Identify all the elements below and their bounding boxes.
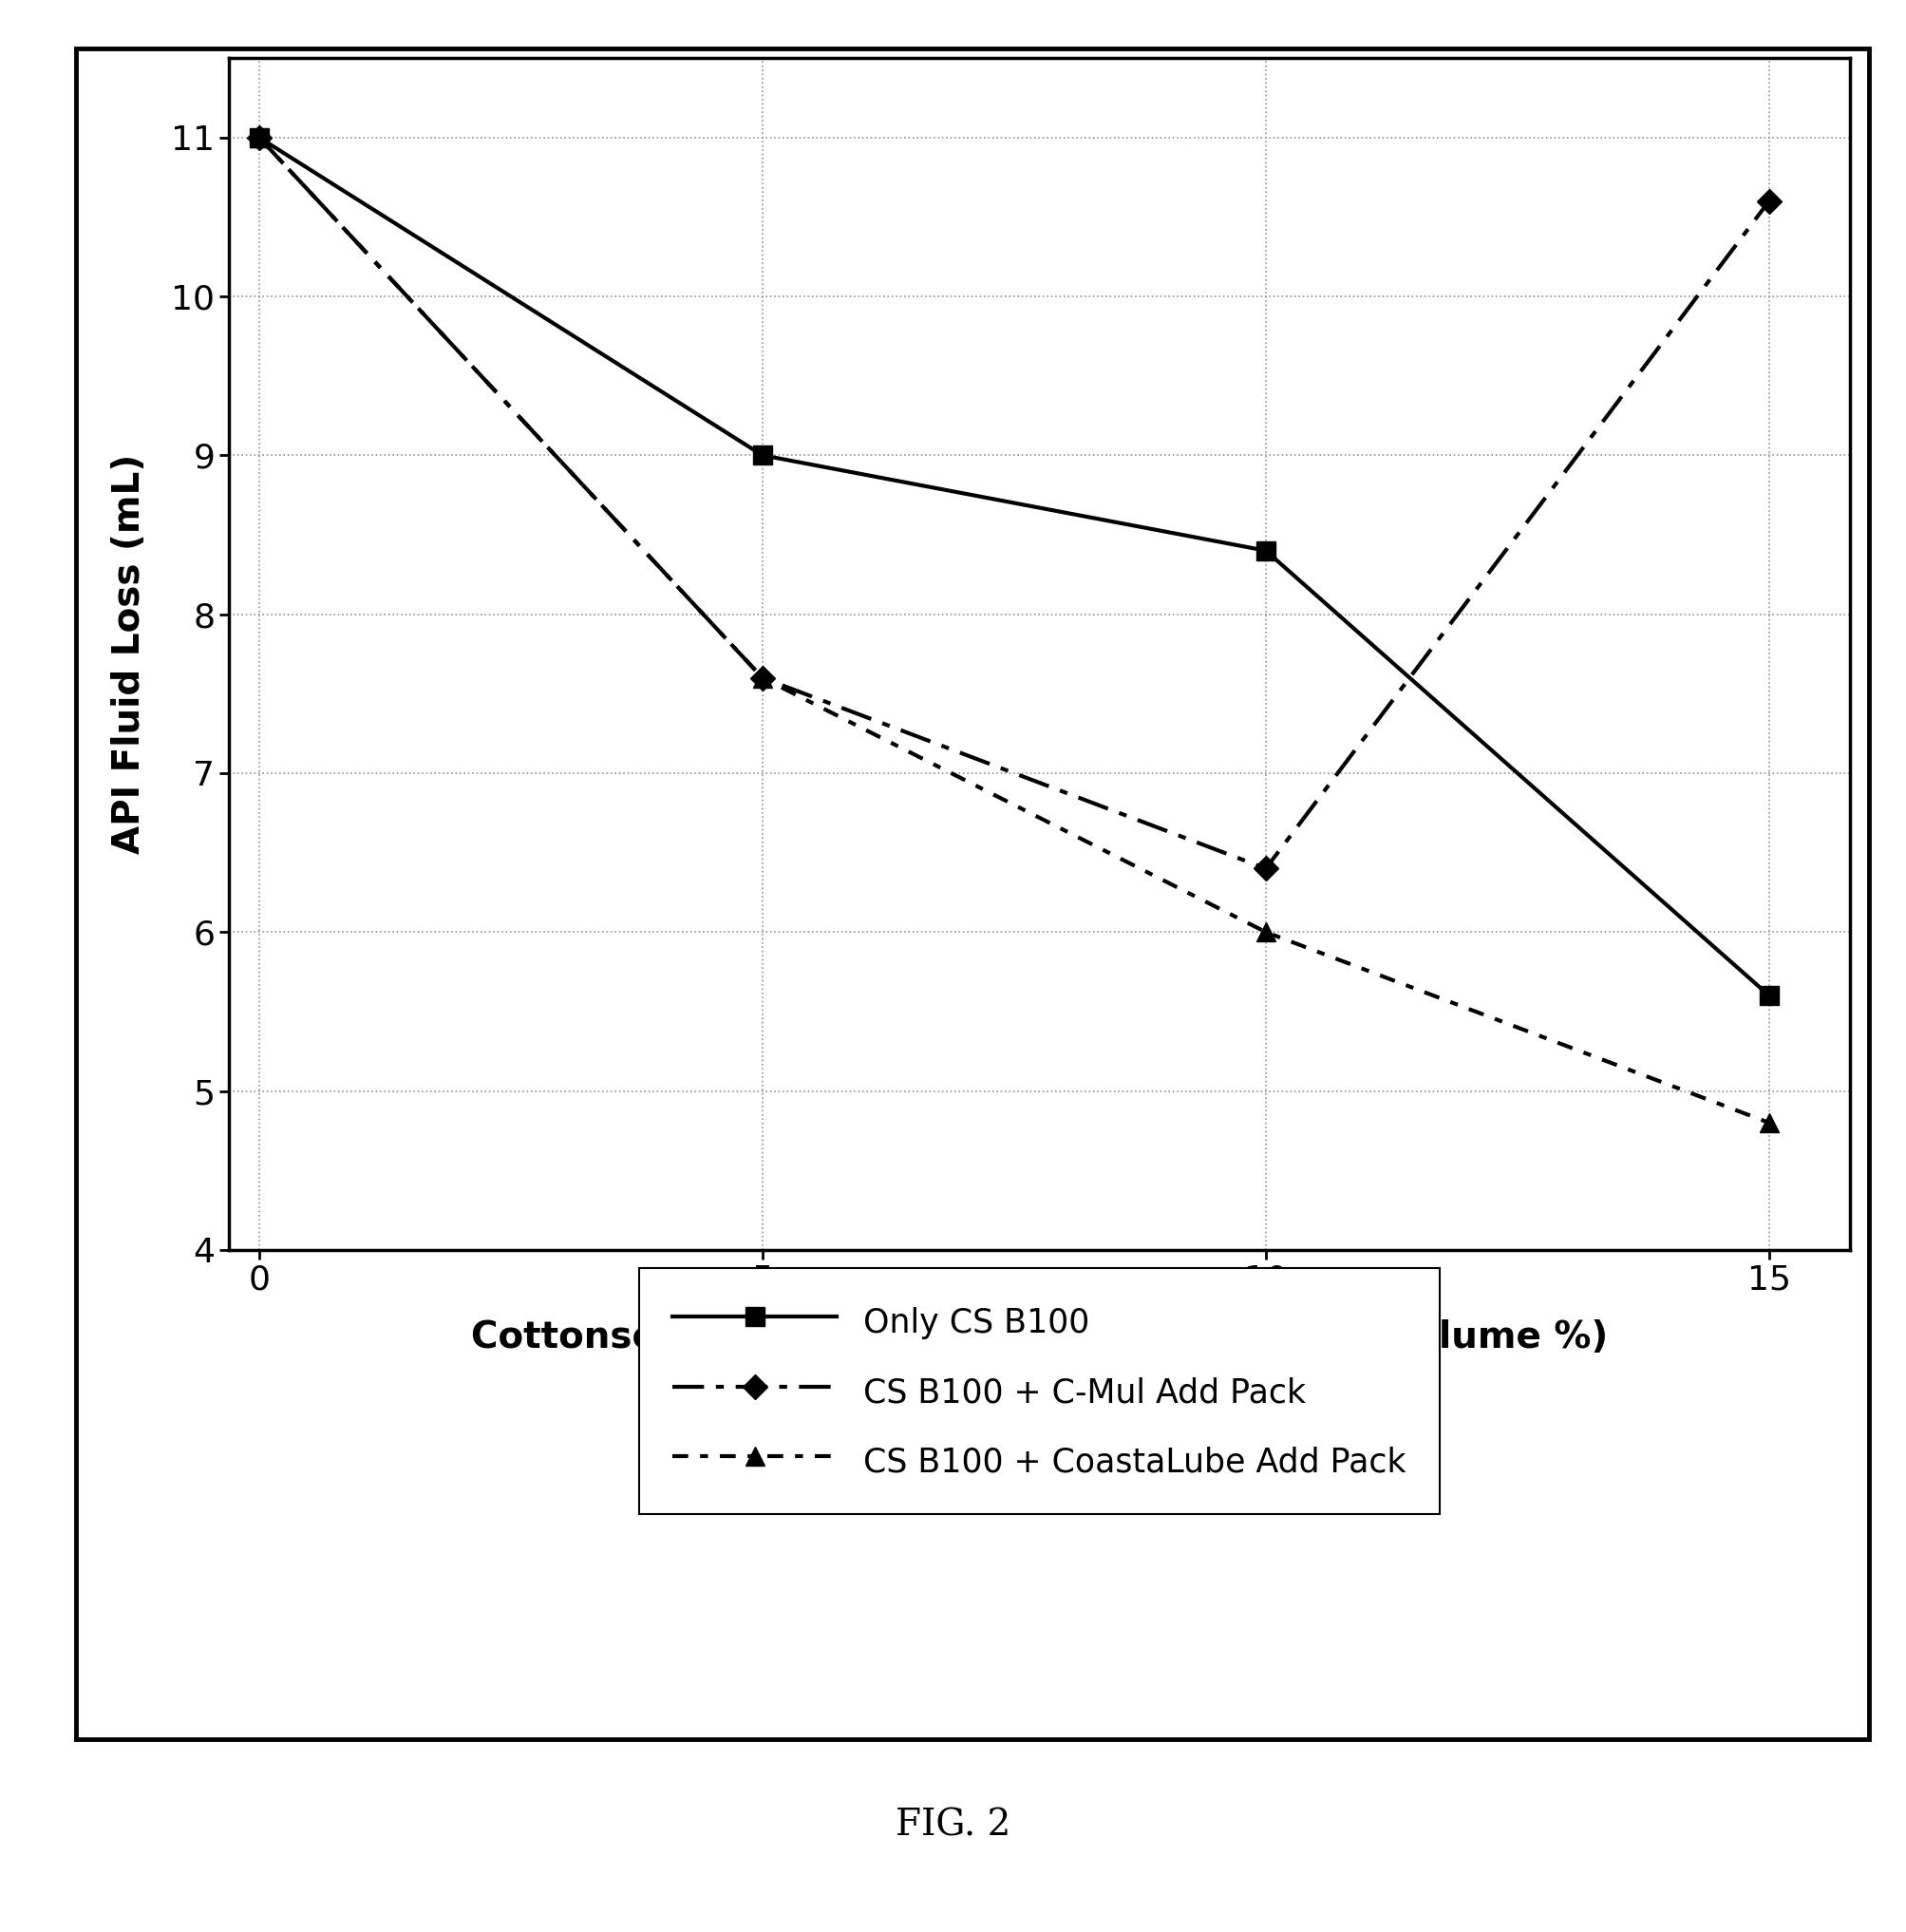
X-axis label: Cottonseed B100 Biodiesel-Based Additive (Volume %): Cottonseed B100 Biodiesel-Based Additive… <box>471 1320 1607 1356</box>
Text: FIG. 2: FIG. 2 <box>896 1808 1010 1843</box>
Y-axis label: API Fluid Loss (mL): API Fluid Loss (mL) <box>111 454 147 854</box>
Legend: Only CS B100, CS B100 + C-Mul Add Pack, CS B100 + CoastaLube Add Pack: Only CS B100, CS B100 + C-Mul Add Pack, … <box>639 1267 1439 1515</box>
